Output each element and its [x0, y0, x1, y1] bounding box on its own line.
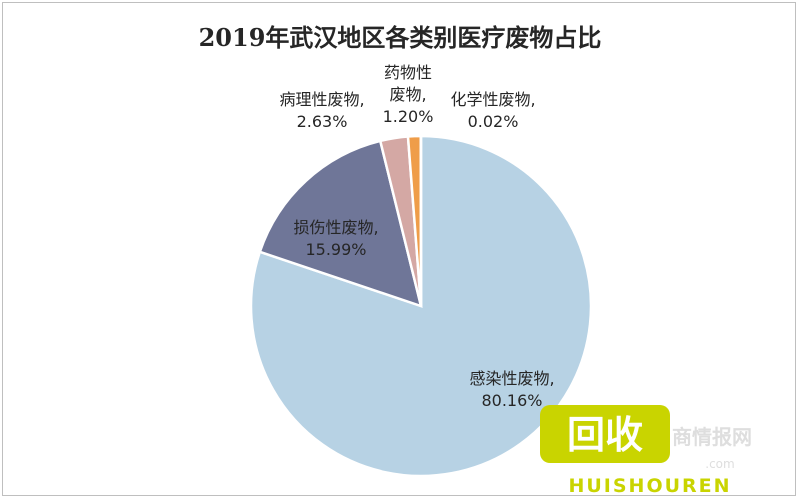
watermark-logo-text: 回收 [567, 413, 643, 457]
slice-label-1: 感染性废物, 80.16% [469, 369, 554, 410]
watermark-domain-text: .com [705, 457, 734, 471]
slice-label-5: 化学性废物, 0.02% [450, 90, 535, 131]
watermark-logo: 回收 商情报网 .com HUISHOUREN [540, 405, 752, 497]
chart-title: 2019年武汉地区各类别医疗废物占比 [198, 23, 602, 52]
pie-slice-1 [249, 134, 593, 478]
slice-label-4: 药物性废物, 1.20% [383, 63, 434, 126]
slice-label-3: 病理性废物, 2.63% [279, 90, 364, 131]
slice-label-2: 损伤性废物, 15.99% [293, 218, 378, 259]
watermark-latin-text: HUISHOUREN [568, 475, 731, 497]
pie-slice-2 [258, 139, 423, 308]
watermark-site-text: 商情报网 [672, 425, 752, 449]
